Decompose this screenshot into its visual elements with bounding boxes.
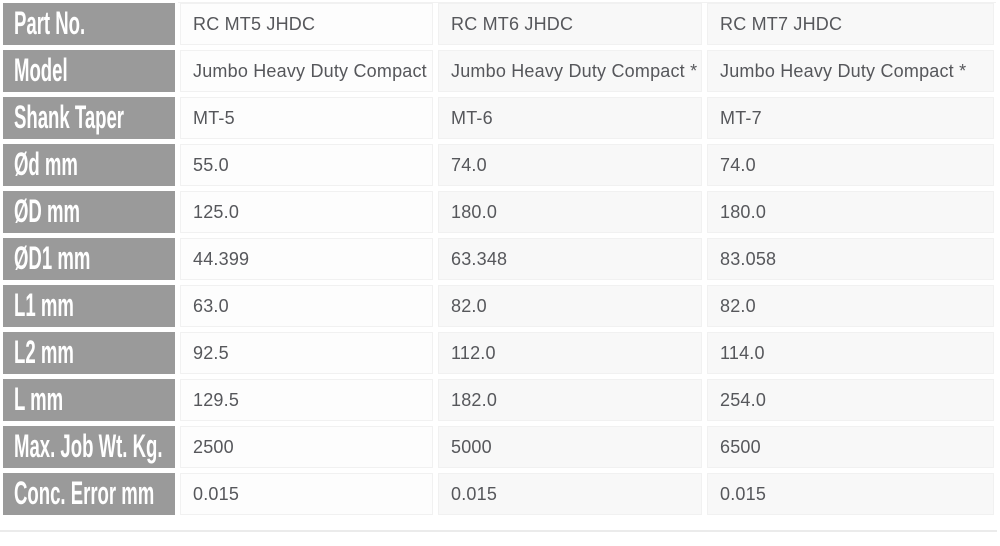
cell-l2-col2: 112.0	[438, 332, 702, 374]
cell-max-job-wt-col3: 6500	[707, 426, 994, 468]
cell-shank-taper-col2: MT-6	[438, 97, 702, 139]
row-label-dia-d1: ØD1 mm	[3, 238, 175, 280]
cell-max-job-wt-col2: 5000	[438, 426, 702, 468]
row-label-text: ØD1 mm	[14, 240, 91, 276]
table-bottom-border	[0, 530, 997, 532]
cell-dia-dcap-col1: 125.0	[180, 191, 433, 233]
row-label-text: Conc. Error mm	[14, 475, 155, 511]
cell-l1-col2: 82.0	[438, 285, 702, 327]
table-top-border	[178, 2, 996, 3]
row-label-max-job-wt: Max. Job Wt. Kg.	[3, 426, 175, 468]
cell-dia-d1-col1: 44.399	[180, 238, 433, 280]
cell-part-no-col2: RC MT6 JHDC	[438, 3, 702, 45]
row-shank-taper: Shank Taper MT-5 MT-6 MT-7	[3, 97, 994, 139]
cell-l2-col3: 114.0	[707, 332, 994, 374]
cell-l1-col1: 63.0	[180, 285, 433, 327]
row-label-dia-d: Ød mm	[3, 144, 175, 186]
row-label-l: L mm	[3, 379, 175, 421]
row-label-text: ØD mm	[14, 193, 81, 229]
row-label-text: L2 mm	[14, 334, 74, 370]
cell-conc-error-col1: 0.015	[180, 473, 433, 515]
row-part-no: Part No. RC MT5 JHDC RC MT6 JHDC RC MT7 …	[3, 3, 994, 45]
row-label-text: Shank Taper	[14, 99, 125, 135]
cell-shank-taper-col1: MT-5	[180, 97, 433, 139]
row-l1: L1 mm 63.0 82.0 82.0	[3, 285, 994, 327]
cell-part-no-col1: RC MT5 JHDC	[180, 3, 433, 45]
cell-max-job-wt-col1: 2500	[180, 426, 433, 468]
row-label-text: Ød mm	[14, 146, 78, 182]
cell-dia-d1-col2: 63.348	[438, 238, 702, 280]
cell-conc-error-col2: 0.015	[438, 473, 702, 515]
cell-part-no-col3: RC MT7 JHDC	[707, 3, 994, 45]
row-dia-d1: ØD1 mm 44.399 63.348 83.058	[3, 238, 994, 280]
row-label-part-no: Part No.	[3, 3, 175, 45]
cell-l1-col3: 82.0	[707, 285, 994, 327]
product-spec-table: Part No. RC MT5 JHDC RC MT6 JHDC RC MT7 …	[3, 3, 994, 515]
cell-dia-d-col2: 74.0	[438, 144, 702, 186]
row-label-model: Model	[3, 50, 175, 92]
row-label-text: Max. Job Wt. Kg.	[14, 428, 163, 464]
row-label-text: Part No.	[14, 5, 86, 41]
cell-model-col2: Jumbo Heavy Duty Compact *	[438, 50, 702, 92]
row-label-text: Model	[14, 52, 68, 88]
row-label-text: L mm	[14, 381, 64, 417]
row-max-job-wt: Max. Job Wt. Kg. 2500 5000 6500	[3, 426, 994, 468]
row-label-text: L1 mm	[14, 287, 74, 323]
cell-shank-taper-col3: MT-7	[707, 97, 994, 139]
cell-dia-dcap-col3: 180.0	[707, 191, 994, 233]
cell-l2-col1: 92.5	[180, 332, 433, 374]
cell-dia-d-col3: 74.0	[707, 144, 994, 186]
row-model: Model Jumbo Heavy Duty Compact Jumbo Hea…	[3, 50, 994, 92]
cell-model-col3: Jumbo Heavy Duty Compact *	[707, 50, 994, 92]
row-l: L mm 129.5 182.0 254.0	[3, 379, 994, 421]
cell-model-col1: Jumbo Heavy Duty Compact	[180, 50, 433, 92]
cell-dia-d-col1: 55.0	[180, 144, 433, 186]
row-l2: L2 mm 92.5 112.0 114.0	[3, 332, 994, 374]
row-dia-d: Ød mm 55.0 74.0 74.0	[3, 144, 994, 186]
row-label-l2: L2 mm	[3, 332, 175, 374]
row-label-dia-dcap: ØD mm	[3, 191, 175, 233]
cell-l-col3: 254.0	[707, 379, 994, 421]
cell-l-col1: 129.5	[180, 379, 433, 421]
row-label-conc-error: Conc. Error mm	[3, 473, 175, 515]
cell-conc-error-col3: 0.015	[707, 473, 994, 515]
row-label-shank-taper: Shank Taper	[3, 97, 175, 139]
row-conc-error: Conc. Error mm 0.015 0.015 0.015	[3, 473, 994, 515]
row-label-l1: L1 mm	[3, 285, 175, 327]
cell-dia-d1-col3: 83.058	[707, 238, 994, 280]
cell-l-col2: 182.0	[438, 379, 702, 421]
row-dia-dcap: ØD mm 125.0 180.0 180.0	[3, 191, 994, 233]
cell-dia-dcap-col2: 180.0	[438, 191, 702, 233]
